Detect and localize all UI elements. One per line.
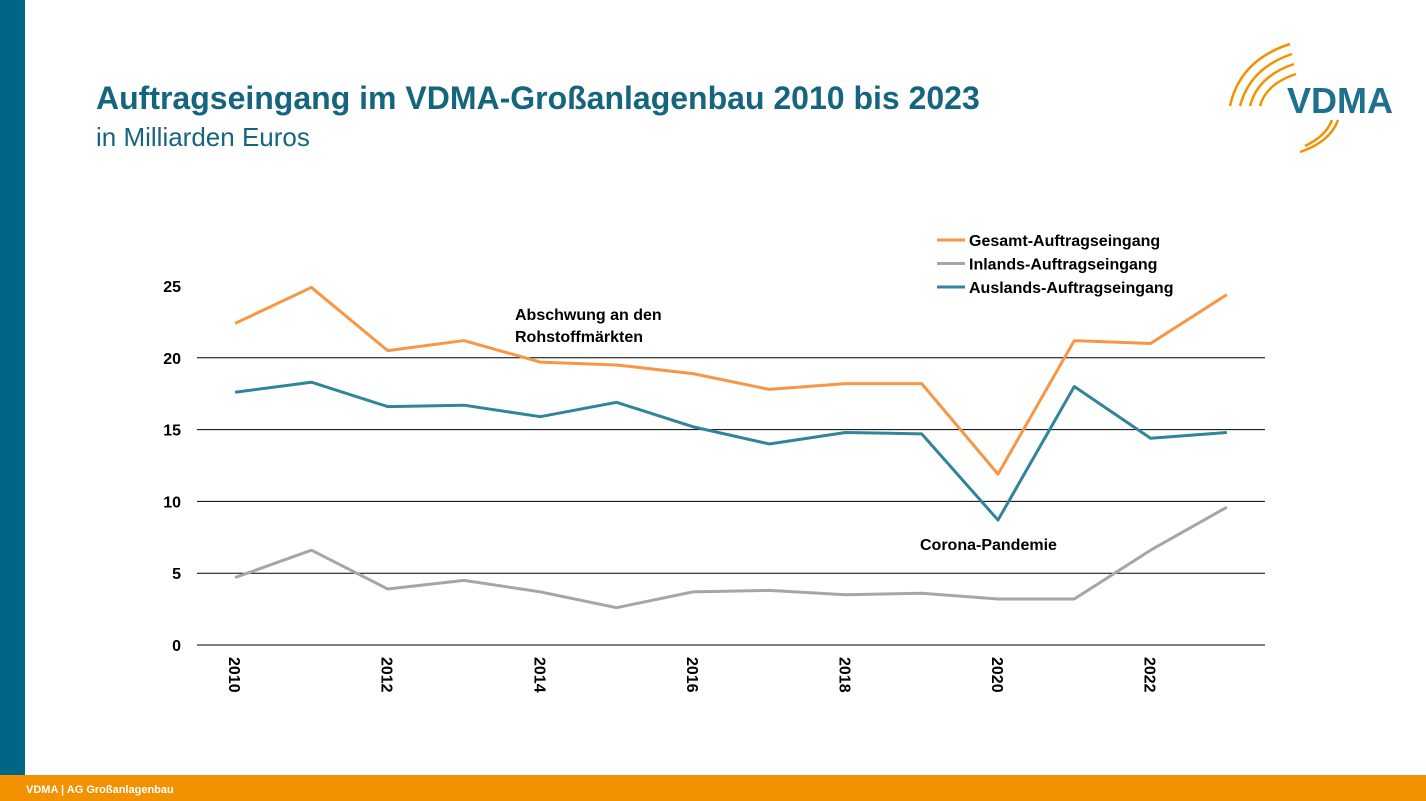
y-tick-label: 15 bbox=[163, 423, 181, 440]
series-line bbox=[234, 380, 1227, 522]
series-line bbox=[234, 505, 1228, 610]
annotation: Rohstoffmärkten bbox=[515, 329, 643, 346]
logo-arc bbox=[1304, 119, 1334, 148]
side-bar bbox=[0, 0, 25, 775]
y-tick-label: 10 bbox=[163, 494, 181, 511]
logo-arc bbox=[1248, 62, 1295, 107]
x-tick-label: 2020 bbox=[988, 657, 1005, 693]
x-tick-label: 2014 bbox=[530, 657, 547, 693]
footer-text: VDMA | AG Großanlagenbau bbox=[26, 784, 174, 796]
y-tick-label: 20 bbox=[163, 351, 181, 368]
x-tick-label: 2012 bbox=[378, 657, 395, 693]
logo-arc bbox=[1258, 72, 1297, 107]
series-line bbox=[234, 285, 1228, 476]
legend-label: Inlands-Auftragseingang bbox=[969, 257, 1157, 274]
logo-arc bbox=[1299, 119, 1340, 154]
annotation: Abschwung an den bbox=[515, 307, 662, 324]
x-tick-label: 2010 bbox=[225, 657, 242, 693]
y-tick-label: 0 bbox=[172, 638, 181, 655]
legend-label: Auslands-Auftragseingang bbox=[969, 280, 1173, 297]
x-tick-label: 2016 bbox=[683, 657, 700, 693]
y-tick-label: 25 bbox=[163, 279, 181, 296]
logo-arc bbox=[1228, 42, 1291, 107]
logo bbox=[1228, 42, 1340, 154]
logo-text: VDMA bbox=[1287, 80, 1393, 121]
footer-bar bbox=[0, 775, 1426, 801]
chart-subtitle: in Milliarden Euros bbox=[96, 122, 310, 152]
logo-arc bbox=[1238, 52, 1293, 107]
x-tick-label: 2022 bbox=[1141, 657, 1158, 693]
annotation: Corona-Pandemie bbox=[920, 537, 1057, 554]
chart-title: Auftragseingang im VDMA-Großanlagenbau 2… bbox=[96, 80, 980, 116]
legend-label: Gesamt-Auftragseingang bbox=[969, 233, 1160, 250]
y-tick-label: 5 bbox=[172, 566, 181, 583]
x-tick-label: 2018 bbox=[835, 657, 852, 693]
chart: 0 5 10 15 20 25 2010 2012 2014 2016 2018 2020 2022 Ge… bbox=[163, 233, 1265, 693]
